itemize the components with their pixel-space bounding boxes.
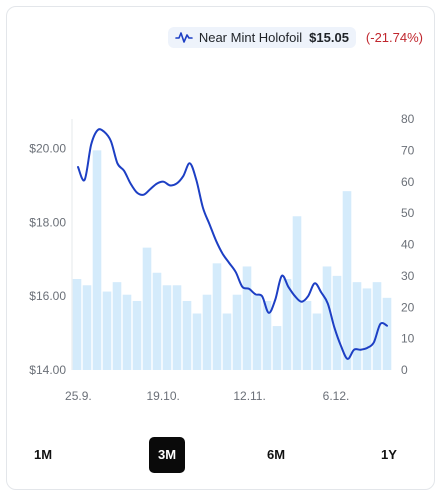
- volume-bar: [322, 266, 332, 370]
- volume-bar: [212, 263, 222, 370]
- x-tick-label: 6.12.: [323, 389, 350, 403]
- y-left-tick-label: $16.00: [29, 289, 66, 303]
- volume-bar: [232, 294, 242, 370]
- volume-bar: [342, 191, 352, 370]
- volume-bar: [92, 150, 102, 370]
- range-button-3m[interactable]: 3M: [149, 437, 185, 473]
- price-line: [77, 128, 388, 360]
- volume-bar: [182, 300, 192, 370]
- volume-bar: [222, 313, 232, 370]
- line-chart-icon: [175, 32, 193, 43]
- chart-legend: Near Mint Holofoil $15.05 (-21.74%): [167, 24, 423, 50]
- range-button-1m[interactable]: 1M: [33, 447, 53, 462]
- y-right-tick-label: 80: [401, 112, 415, 126]
- volume-bar: [112, 282, 122, 370]
- volume-bar: [302, 300, 312, 370]
- volume-bar: [282, 279, 292, 370]
- volume-bar: [192, 313, 202, 370]
- volume-bar: [252, 294, 262, 370]
- legend-price-change: (-21.74%): [365, 29, 423, 45]
- price-volume-chart: $14.00 $16.00 $18.00 $20.00 0 10 20 30 40 50 60 70 8…: [29, 112, 415, 403]
- volume-bar: [362, 288, 372, 370]
- volume-bar: [382, 297, 392, 370]
- volume-bar: [202, 294, 212, 370]
- volume-bar: [292, 216, 302, 370]
- volume-bar: [352, 282, 362, 370]
- y-right-tick-label: 70: [401, 143, 415, 157]
- volume-bar: [102, 291, 112, 370]
- volume-bar: [162, 285, 172, 370]
- y-right-tick-label: 40: [401, 238, 415, 252]
- y-right-tick-label: 0: [401, 363, 408, 377]
- volume-bar: [332, 275, 342, 370]
- volume-bar: [152, 272, 162, 370]
- volume-bar: [272, 326, 282, 370]
- volume-bar: [122, 294, 132, 370]
- range-button-1y[interactable]: 1Y: [381, 447, 397, 462]
- legend-series-name: Near Mint Holofoil: [198, 29, 303, 45]
- y-left-tick-label: $20.00: [29, 142, 66, 156]
- volume-bar: [262, 300, 272, 370]
- volume-bar: [142, 247, 152, 370]
- x-tick-label: 19.10.: [147, 389, 180, 403]
- time-range-selector: 1M 3M 6M 1Y: [28, 437, 415, 473]
- legend-price: $15.05: [309, 29, 349, 45]
- y-right-tick-label: 50: [401, 206, 415, 220]
- volume-bar: [242, 266, 252, 370]
- volume-bar: [172, 285, 182, 370]
- y-right-tick-label: 10: [401, 332, 415, 346]
- volume-bar: [132, 300, 142, 370]
- volume-bar: [312, 313, 322, 370]
- range-button-6m[interactable]: 6M: [266, 447, 286, 462]
- x-tick-label: 12.11.: [233, 389, 265, 403]
- legend-item[interactable]: Near Mint Holofoil $15.05: [167, 26, 356, 48]
- y-right-tick-label: 60: [401, 175, 415, 189]
- x-tick-label: 25.9.: [65, 389, 92, 403]
- y-left-tick-label: $18.00: [29, 215, 66, 229]
- y-right-tick-label: 30: [401, 269, 415, 283]
- y-left-tick-label: $14.00: [29, 363, 66, 377]
- volume-bar: [82, 285, 92, 370]
- volume-bar: [72, 279, 82, 370]
- volume-bar: [372, 282, 382, 370]
- y-right-tick-label: 20: [401, 300, 415, 314]
